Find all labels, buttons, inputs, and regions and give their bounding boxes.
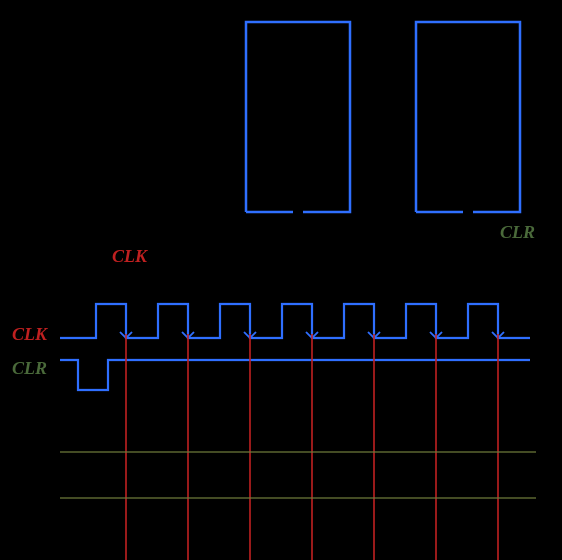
- clk-row-label: CLK: [12, 324, 49, 344]
- clr-row-label: CLR: [12, 358, 47, 378]
- clr-heading: CLR: [500, 222, 535, 242]
- clk-heading: CLK: [112, 246, 149, 266]
